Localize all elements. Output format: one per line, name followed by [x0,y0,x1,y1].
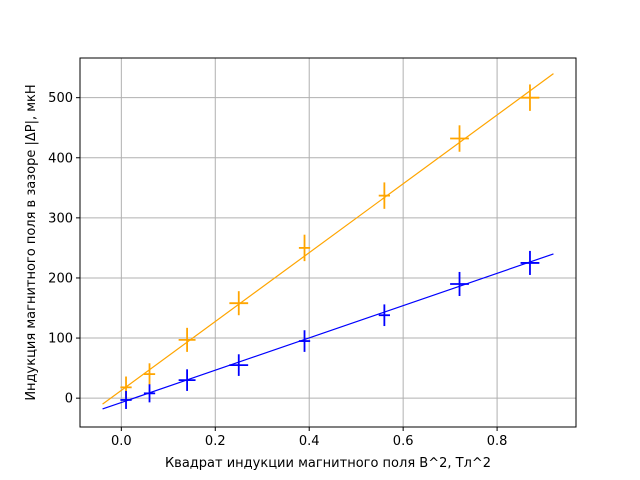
data-point [298,234,311,262]
data-point [143,384,156,403]
y-tick-label: 100 [48,332,73,347]
fit-lines [102,73,554,410]
x-tick-label: 0.4 [299,434,320,449]
data-point [178,327,196,352]
x-tick-label: 0.6 [393,434,414,449]
y-tick-label: 0 [65,392,73,407]
data-point [229,291,249,316]
x-tick-label: 0.0 [111,434,132,449]
data-point [450,271,469,296]
data-points [120,84,540,409]
data-point [229,354,249,376]
data-point [378,304,390,327]
data-point [450,125,469,152]
data-point [143,363,156,385]
y-tick-label: 200 [48,271,73,286]
grid [80,58,576,427]
x-axis-ticks: 0.0 0.2 0.4 0.6 0.8 [111,427,507,449]
fit-line [102,73,554,405]
fit-line [102,253,554,410]
y-tick-label: 500 [48,91,73,106]
x-axis-label: Квадрат индукции магнитного поля B^2, Тл… [165,456,491,471]
x-tick-label: 0.2 [205,434,226,449]
y-tick-label: 400 [48,151,73,166]
x-tick-label: 0.8 [487,434,508,449]
data-point [178,369,196,391]
plot-frame [79,57,577,428]
y-axis-ticks: 0 100 200 300 400 500 [48,91,80,407]
y-tick-label: 300 [48,211,73,226]
y-axis-label: Индукция магнитного поля в зазоре |ΔP|, … [24,84,39,400]
data-point [520,84,540,111]
data-point [520,250,540,275]
data-point [378,182,390,209]
data-point [120,390,132,409]
data-point [298,330,311,352]
